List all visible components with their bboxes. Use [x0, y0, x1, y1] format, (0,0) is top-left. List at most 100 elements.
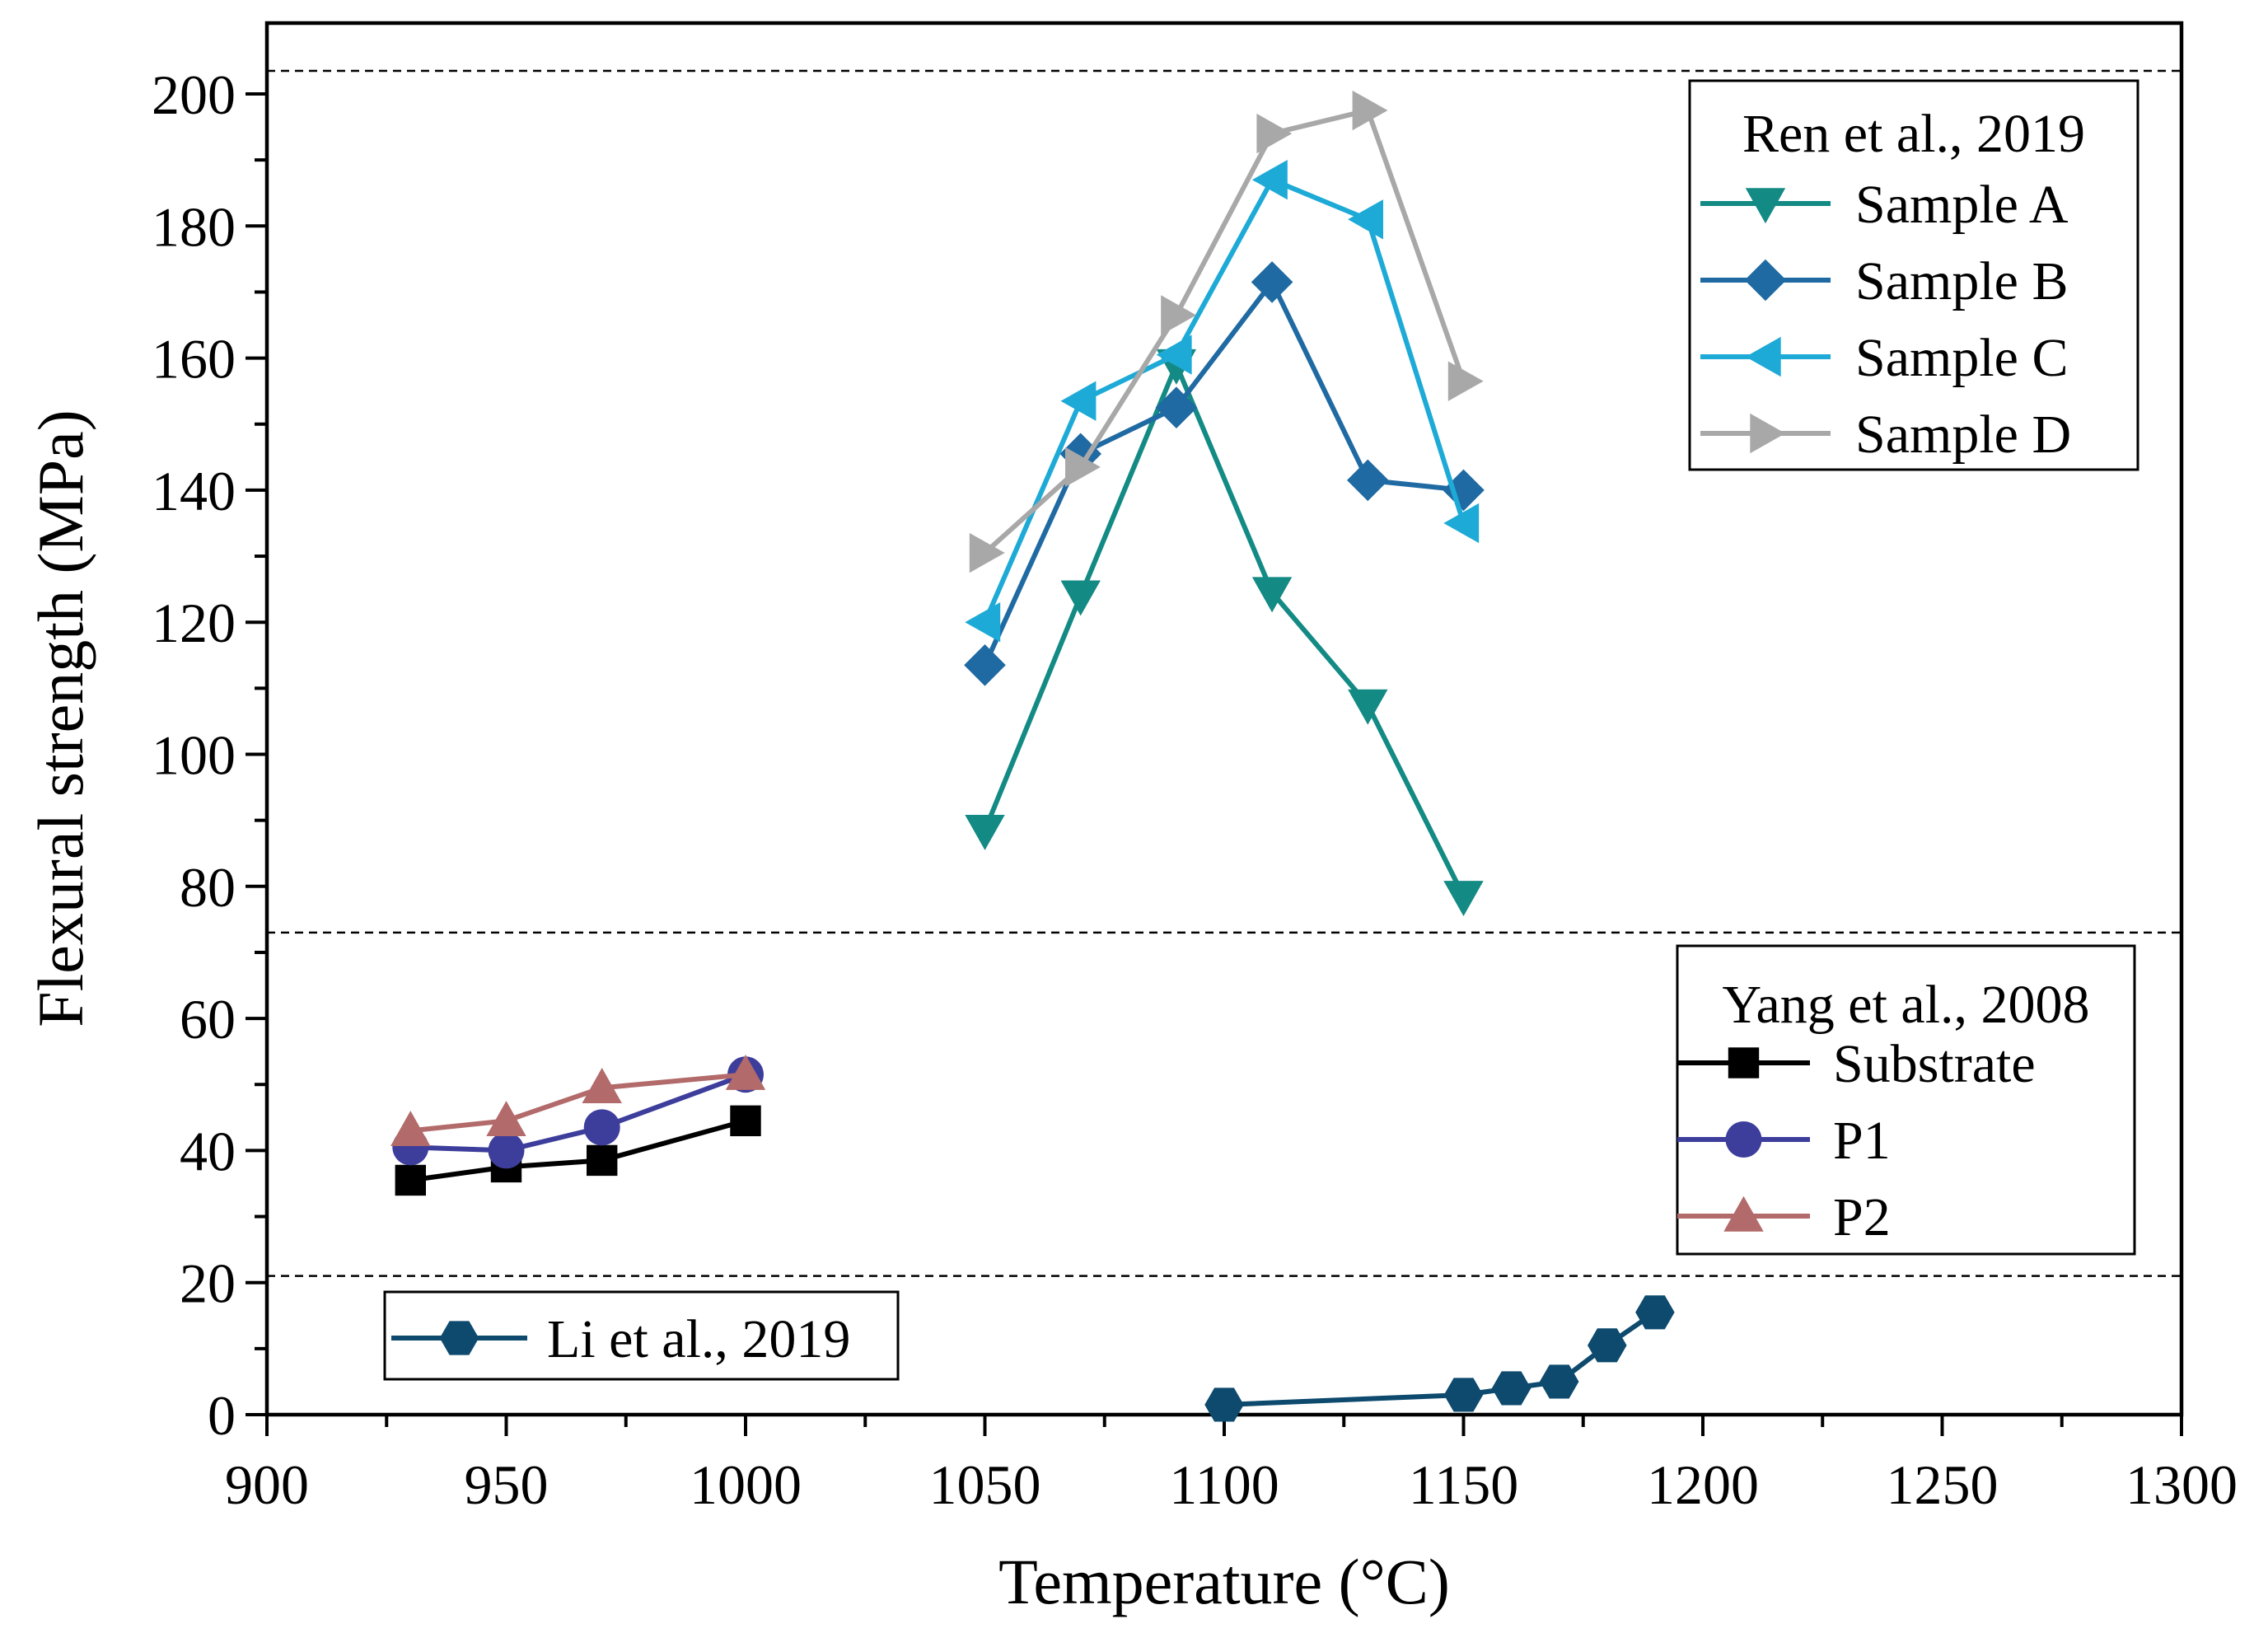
series-line — [983, 108, 1466, 555]
series-p1 — [392, 1056, 764, 1169]
series-sample-a — [965, 349, 1484, 917]
y-tick-label: 200 — [152, 63, 236, 126]
series-li-et-al-2019 — [1204, 1295, 1675, 1422]
data-point — [1352, 90, 1388, 131]
legend-marker — [1728, 1047, 1760, 1079]
data-point — [725, 1055, 766, 1090]
y-tick-label: 140 — [152, 460, 236, 522]
legend-label: Substrate — [1833, 1034, 2036, 1094]
series-line — [982, 177, 1466, 624]
data-point — [1347, 459, 1389, 502]
series-sample-d — [969, 90, 1484, 573]
y-tick-label: 0 — [208, 1384, 236, 1447]
data-point — [1251, 261, 1293, 303]
data-point — [1256, 113, 1293, 154]
series-p2 — [390, 1055, 766, 1147]
data-point — [1491, 1371, 1531, 1406]
data-point — [1065, 447, 1101, 488]
data-point — [1251, 577, 1293, 613]
x-tick-label: 1250 — [1887, 1453, 1999, 1516]
legend-marker — [439, 1321, 479, 1355]
series-line — [409, 1072, 746, 1134]
legends: Ren et al., 2019 Sample A Sample B Sample C… — [383, 79, 2139, 1381]
data-point — [583, 1109, 620, 1146]
y-tick-label: 80 — [180, 856, 236, 919]
y-tick-label: 40 — [180, 1120, 236, 1182]
legend-title: Ren et al., 2019 — [1742, 104, 2085, 164]
data-point — [965, 814, 1005, 850]
data-point — [1443, 469, 1485, 512]
legend-marker — [1723, 1196, 1764, 1232]
x-tick-label: 1150 — [1409, 1453, 1518, 1516]
x-tick-label: 1100 — [1169, 1453, 1279, 1516]
data-point — [1447, 361, 1484, 401]
legend-top-right: Ren et al., 2019 Sample A Sample B Sample C… — [1688, 79, 2139, 471]
series-sample-c — [965, 159, 1480, 643]
data-point — [587, 1144, 618, 1177]
legend-bottom-left: Li et al., 2019 — [383, 1290, 900, 1381]
data-point — [964, 643, 1006, 686]
legend-title: Yang et al., 2008 — [1722, 975, 2089, 1035]
data-point — [1156, 335, 1192, 375]
data-point — [1443, 503, 1480, 544]
data-point — [1155, 386, 1198, 429]
series-line — [1223, 1310, 1657, 1407]
series-line — [410, 1072, 747, 1153]
legend-marker — [1745, 336, 1781, 377]
data-point — [1443, 881, 1484, 917]
y-tick-label: 60 — [180, 988, 236, 1050]
y-tick-label: 100 — [152, 724, 236, 787]
data-point — [1588, 1328, 1627, 1363]
data-point — [969, 532, 1005, 573]
data-point — [395, 1164, 426, 1196]
x-tick-label: 900 — [225, 1453, 309, 1516]
legend-label: Sample C — [1855, 328, 2069, 388]
data-point — [1443, 1378, 1484, 1412]
data-point — [1348, 199, 1383, 240]
legend-label: P1 — [1833, 1111, 1891, 1171]
legend-marker — [1745, 188, 1786, 224]
legend-label: Sample B — [1855, 251, 2069, 311]
x-tick-label: 1200 — [1647, 1453, 1759, 1516]
series-layer — [390, 90, 1675, 1422]
data-point — [390, 1111, 431, 1147]
x-tick-label: 950 — [465, 1453, 549, 1516]
y-axis-ticks: 0 20 40 60 80 100 120 140 160 180 200 — [152, 63, 267, 1447]
data-point — [488, 1132, 525, 1169]
legend-label: Sample A — [1855, 175, 2069, 235]
x-tick-label: 1000 — [690, 1453, 802, 1516]
y-tick-label: 180 — [152, 195, 236, 258]
data-point — [582, 1068, 622, 1103]
y-axis-title: Flexural strength (MPa) — [25, 409, 96, 1027]
y-tick-label: 160 — [152, 328, 236, 391]
y-tick-label: 20 — [180, 1252, 236, 1315]
x-tick-label: 1050 — [929, 1453, 1041, 1516]
data-point — [1348, 689, 1388, 725]
legend-marker — [1725, 1121, 1762, 1158]
data-point — [1539, 1364, 1579, 1399]
data-point — [486, 1101, 526, 1137]
legend-marker — [1750, 413, 1786, 454]
x-axis-title: Temperature (°C) — [998, 1546, 1450, 1617]
x-axis-ticks: 900 950 1000 1050 1100 1150 1200 1250 1300 — [225, 1415, 2238, 1516]
data-point — [965, 602, 1001, 643]
data-point — [1635, 1295, 1675, 1330]
data-point — [1204, 1387, 1244, 1422]
legend-marker — [1744, 259, 1787, 302]
data-point — [1060, 381, 1097, 421]
y-tick-label: 120 — [152, 592, 236, 654]
reference-lines — [267, 69, 2181, 1277]
legend-label: Li et al., 2019 — [547, 1309, 850, 1369]
data-point — [1251, 159, 1288, 200]
series-line — [409, 1118, 746, 1183]
x-tick-label: 1300 — [2125, 1453, 2238, 1516]
data-point — [1161, 295, 1197, 335]
legend-box — [1676, 944, 2136, 1256]
data-point — [1060, 580, 1101, 616]
series-sample-b — [964, 261, 1485, 686]
series-line — [982, 362, 1466, 898]
data-point — [730, 1105, 761, 1137]
legend-label: P2 — [1833, 1187, 1891, 1247]
